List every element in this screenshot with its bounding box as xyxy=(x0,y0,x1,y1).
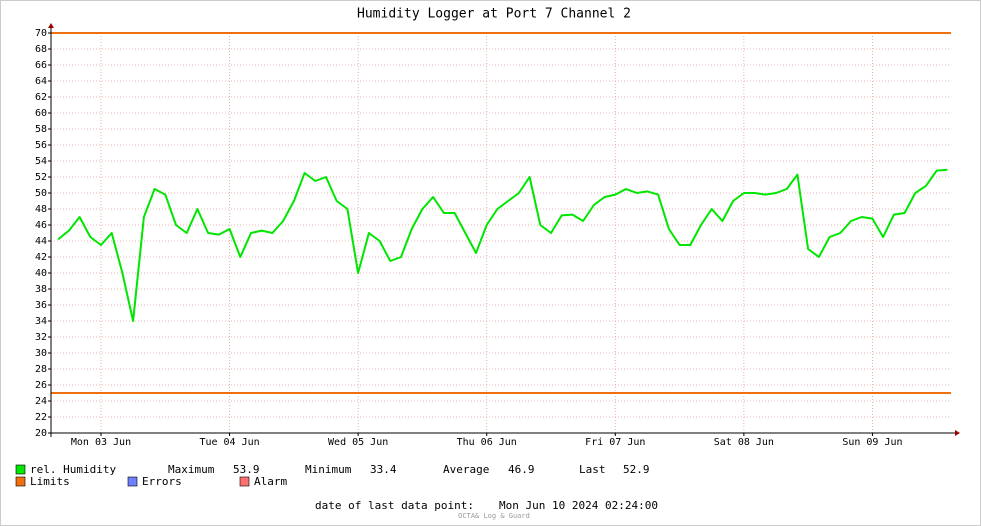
y-tick-label: 42 xyxy=(35,252,47,263)
legend-label: Errors xyxy=(142,475,182,488)
x-tick-label: Thu 06 Jun xyxy=(457,437,517,448)
legend-swatch xyxy=(239,476,250,487)
stat-value: 52.9 xyxy=(623,463,650,476)
y-tick-label: 28 xyxy=(35,364,47,375)
y-tick-label: 30 xyxy=(35,348,47,359)
y-tick-label: 70 xyxy=(35,28,47,39)
y-arrow xyxy=(48,23,54,28)
stat-value: 33.4 xyxy=(370,463,397,476)
y-tick-label: 56 xyxy=(35,140,47,151)
last-point: Mon Jun 10 2024 02:24:00 xyxy=(499,499,658,512)
stat-value: 46.9 xyxy=(508,463,535,476)
x-tick-label: Tue 04 Jun xyxy=(199,437,259,448)
y-tick-label: 24 xyxy=(35,396,47,407)
legend-swatch xyxy=(127,476,138,487)
y-tick-label: 36 xyxy=(35,300,47,311)
y-tick-label: 50 xyxy=(35,188,47,199)
y-tick-label: 54 xyxy=(35,156,47,167)
x-tick-label: Sat 08 Jun xyxy=(714,437,774,448)
legend-label: Limits xyxy=(30,475,70,488)
y-tick-label: 46 xyxy=(35,220,47,231)
y-tick-label: 66 xyxy=(35,60,47,71)
x-tick-label: Mon 03 Jun xyxy=(71,437,131,448)
y-tick-label: 20 xyxy=(35,428,47,439)
y-tick-label: 44 xyxy=(35,236,47,247)
stat-label: Maximum xyxy=(168,463,215,476)
y-tick-label: 64 xyxy=(35,76,47,87)
legend-label: Alarm xyxy=(254,475,287,488)
data-line xyxy=(57,168,948,322)
x-arrow xyxy=(955,430,960,436)
y-tick-label: 62 xyxy=(35,92,47,103)
plot-area xyxy=(51,33,951,433)
chart-title: Humidity Logger at Port 7 Channel 2 xyxy=(357,7,631,22)
y-tick-label: 22 xyxy=(35,412,47,423)
x-tick-label: Fri 07 Jun xyxy=(585,437,645,448)
last-point-label: date of last data point: xyxy=(315,499,474,512)
y-tick-label: 68 xyxy=(35,44,47,55)
y-tick-label: 58 xyxy=(35,124,47,135)
x-tick-label: Sun 09 Jun xyxy=(842,437,902,448)
y-tick-label: 52 xyxy=(35,172,47,183)
y-tick-label: 32 xyxy=(35,332,47,343)
stat-label: Last xyxy=(579,463,606,476)
y-tick-label: 48 xyxy=(35,204,47,215)
stat-label: Minimum xyxy=(305,463,352,476)
stat-value: 53.9 xyxy=(233,463,260,476)
y-tick-label: 34 xyxy=(35,316,47,327)
y-tick-label: 38 xyxy=(35,284,47,295)
legend-swatch xyxy=(15,476,26,487)
y-tick-label: 60 xyxy=(35,108,47,119)
grid xyxy=(48,32,951,436)
x-tick-label: Wed 05 Jun xyxy=(328,437,388,448)
y-tick-label: 26 xyxy=(35,380,47,391)
stat-label: Average xyxy=(443,463,489,476)
legend-swatch xyxy=(15,464,26,475)
watermark: OCTA& Log & Guard xyxy=(458,512,530,520)
marks xyxy=(51,32,951,394)
legend-label: rel. Humidity xyxy=(30,463,116,476)
y-tick-label: 40 xyxy=(35,268,47,279)
